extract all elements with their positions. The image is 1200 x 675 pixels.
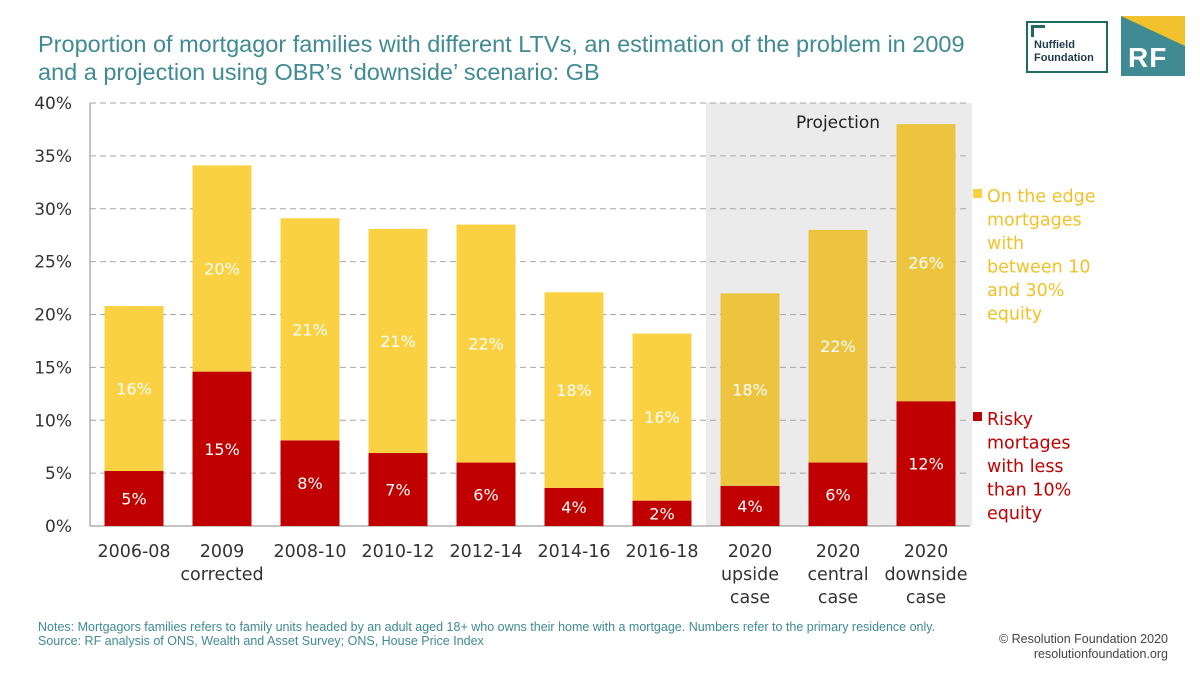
legend-label-risky: with less	[987, 457, 1064, 477]
bar-risky	[896, 401, 956, 526]
bar-risky	[104, 471, 164, 526]
chart-title: Proportion of mortgagor families with di…	[38, 31, 965, 85]
y-tick-label: 25%	[34, 253, 72, 273]
x-tick-label: 2020	[728, 542, 773, 562]
legend-label-risky: equity	[987, 504, 1042, 524]
y-tick-label: 40%	[34, 94, 72, 114]
data-label-on-the-edge: 16%	[644, 408, 680, 427]
x-tick-label: central	[807, 565, 868, 585]
x-tick-label: case	[906, 588, 946, 608]
nuffield-logo-mark-icon	[1031, 25, 1045, 37]
x-tick-label: 2020	[816, 542, 861, 562]
data-label-on-the-edge: 18%	[732, 381, 768, 400]
y-tick-label: 15%	[34, 358, 72, 378]
x-tick-label: 2006-08	[97, 542, 170, 562]
bar-on-the-edge	[104, 306, 164, 472]
notes-line: Notes: Mortgagors families refers to fam…	[38, 620, 936, 634]
bar-risky	[192, 371, 252, 526]
y-tick-label: 20%	[34, 306, 72, 326]
data-label-on-the-edge: 21%	[292, 320, 328, 339]
legend-label-on-the-edge: equity	[987, 305, 1042, 325]
projection-label: Projection	[796, 113, 880, 133]
nuffield-foundation-logo: Nuffield Foundation	[1026, 21, 1108, 73]
x-tick-label: 2016-18	[625, 542, 698, 562]
data-label-on-the-edge: 20%	[204, 259, 240, 278]
data-label-on-the-edge: 21%	[380, 332, 416, 351]
legend-label-on-the-edge: with	[987, 234, 1024, 254]
data-label-on-the-edge: 26%	[908, 254, 944, 273]
x-tick-label: 2012-14	[449, 542, 522, 562]
x-tick-label: downside	[884, 565, 967, 585]
bar-on-the-edge	[368, 228, 428, 454]
x-tick-label: 2009	[200, 542, 245, 562]
website-line: resolutionfoundation.org	[1033, 647, 1168, 661]
bar-risky	[808, 462, 868, 526]
data-label-risky: 7%	[385, 481, 410, 500]
bar-risky	[456, 462, 516, 526]
data-label-on-the-edge: 22%	[468, 335, 504, 354]
data-label-risky: 6%	[825, 485, 850, 504]
bar-on-the-edge	[632, 333, 692, 501]
legend-label-on-the-edge: mortgages	[987, 211, 1082, 231]
bar-on-the-edge	[192, 165, 252, 372]
bar-on-the-edge	[720, 293, 780, 486]
source-line: Source: RF analysis of ONS, Wealth and A…	[38, 634, 484, 648]
legend-swatch-risky	[973, 412, 982, 421]
copyright-line: © Resolution Foundation 2020	[998, 632, 1168, 646]
y-tick-label: 35%	[34, 147, 72, 167]
x-tick-label: 2010-12	[361, 542, 434, 562]
rf-logo-text: RF	[1128, 42, 1168, 73]
legend-label-risky: Risky	[987, 410, 1033, 430]
bar-risky	[368, 453, 428, 526]
legend-label-on-the-edge: and 30%	[987, 281, 1064, 301]
data-label-on-the-edge: 18%	[556, 381, 592, 400]
data-label-on-the-edge: 22%	[820, 337, 856, 356]
chart-notes: Notes: Mortgagors families refers to fam…	[38, 620, 935, 648]
legend-label-on-the-edge: On the edge	[987, 187, 1095, 207]
data-label-risky: 4%	[561, 498, 586, 517]
legend-label-risky: than 10%	[987, 481, 1071, 501]
bar-on-the-edge	[808, 229, 868, 463]
bar-risky	[280, 440, 340, 526]
data-label-risky: 5%	[121, 490, 146, 509]
data-label-risky: 8%	[297, 474, 322, 493]
data-label-risky: 15%	[204, 440, 240, 459]
x-tick-label: 2014-16	[537, 542, 610, 562]
y-tick-label: 0%	[45, 517, 72, 537]
x-tick-label: 2020	[904, 542, 949, 562]
bar-on-the-edge	[544, 292, 604, 488]
resolution-foundation-logo: RF	[1121, 16, 1185, 76]
bar-on-the-edge	[896, 124, 956, 402]
y-tick-label: 5%	[45, 464, 72, 484]
bar-risky	[544, 487, 604, 526]
x-tick-label: 2008-10	[273, 542, 346, 562]
x-tick-label: corrected	[180, 565, 263, 585]
bar-risky	[632, 500, 692, 526]
data-label-risky: 12%	[908, 455, 944, 474]
rf-logo-triangle-icon	[1121, 16, 1185, 46]
bar-risky	[720, 485, 780, 526]
nuffield-logo-line1: Nuffield	[1034, 39, 1075, 51]
nuffield-logo-line2: Foundation	[1034, 52, 1094, 64]
data-label-risky: 2%	[649, 504, 674, 523]
x-tick-label: case	[818, 588, 858, 608]
legend-label-risky: mortages	[987, 434, 1071, 454]
x-tick-label: upside	[721, 565, 779, 585]
copyright-credit: © Resolution Foundation 2020 resolutionf…	[999, 632, 1168, 662]
data-label-risky: 4%	[737, 497, 762, 516]
bar-on-the-edge	[456, 224, 516, 463]
legend-swatch-on-the-edge	[973, 189, 982, 198]
data-label-on-the-edge: 16%	[116, 380, 152, 399]
x-tick-label: case	[730, 588, 770, 608]
data-label-risky: 6%	[473, 485, 498, 504]
bar-on-the-edge	[280, 218, 340, 441]
y-tick-label: 10%	[34, 411, 72, 431]
legend-label-on-the-edge: between 10	[987, 258, 1091, 278]
y-tick-label: 30%	[34, 200, 72, 220]
